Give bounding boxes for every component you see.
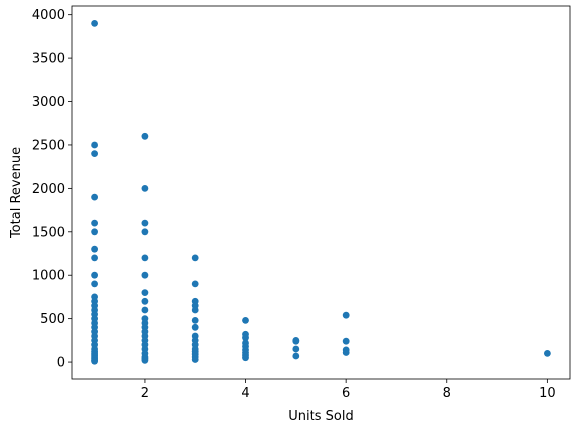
data-point [544, 350, 551, 357]
y-tick-label: 3500 [32, 52, 65, 67]
data-point [91, 20, 98, 27]
data-point [91, 150, 98, 158]
data-point [141, 254, 149, 262]
data-point [292, 337, 300, 345]
data-point [292, 352, 300, 360]
y-tick-label: 2500 [32, 138, 65, 153]
data-point [342, 349, 350, 356]
y-tick-label: 4000 [32, 8, 65, 23]
x-axis-label: Units Sold [288, 409, 353, 424]
data-point [91, 228, 98, 236]
data-point [342, 311, 350, 319]
data-point [141, 271, 149, 279]
data-point [191, 306, 199, 314]
data-point [191, 323, 199, 331]
y-tick-label: 0 [57, 356, 65, 371]
data-point [91, 193, 98, 201]
data-point [191, 254, 199, 262]
data-point [141, 219, 149, 227]
data-point [91, 219, 98, 227]
data-point [91, 245, 98, 253]
x-tick-label: 6 [342, 386, 350, 401]
data-point [141, 228, 149, 236]
data-point [91, 271, 98, 279]
data-point [141, 306, 149, 314]
y-tick-label: 2000 [32, 182, 65, 197]
data-point [141, 297, 149, 305]
y-axis-label: Total Revenue [9, 147, 24, 239]
data-point [242, 354, 249, 362]
y-tick-label: 3000 [32, 95, 65, 110]
x-tick-label: 2 [141, 386, 149, 401]
data-point [191, 280, 199, 288]
y-tick-label: 500 [40, 312, 65, 327]
y-tick-label: 1500 [32, 225, 65, 240]
x-tick-label: 10 [539, 386, 556, 401]
data-point [141, 185, 149, 192]
data-point [91, 357, 98, 365]
data-point [141, 132, 149, 140]
x-tick-label: 4 [241, 386, 249, 401]
data-point [91, 280, 98, 288]
data-point [292, 345, 300, 353]
points-layer [91, 20, 551, 365]
data-point [191, 356, 199, 363]
data-point [242, 334, 249, 342]
data-point [141, 356, 149, 364]
data-point [342, 337, 350, 345]
data-point [242, 317, 249, 324]
data-point [141, 289, 149, 296]
data-point [91, 141, 98, 149]
y-axis-ticks: 0 500 1000 1500 2000 2500 3000 3500 4000 [32, 8, 72, 371]
x-axis-ticks: 2 4 6 8 10 [141, 379, 556, 401]
data-point [91, 254, 98, 262]
plot-frame [71, 5, 571, 380]
y-tick-label: 1000 [32, 269, 65, 284]
data-point [191, 317, 199, 324]
x-tick-label: 8 [443, 386, 451, 401]
